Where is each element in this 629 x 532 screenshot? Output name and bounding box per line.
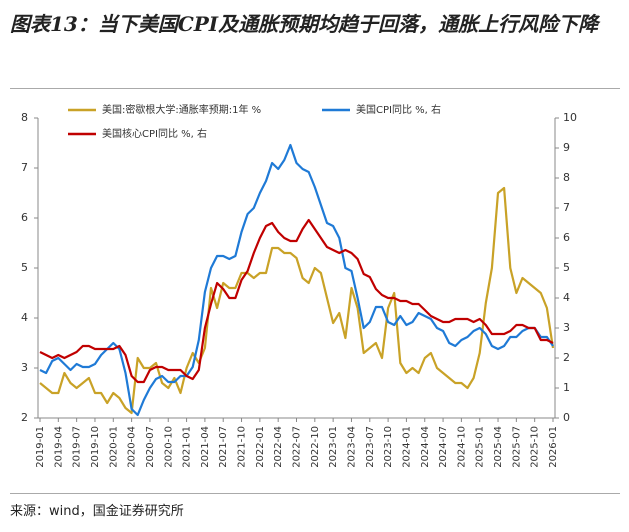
- series-line: [39, 218, 554, 384]
- y2-tick-label: 0: [563, 411, 570, 424]
- x-tick-label: 2020-10: [163, 426, 174, 468]
- x-tick-label: 2021-07: [218, 426, 229, 468]
- chart: 2 3 4 5 6 7 8 0 1 2 3 4 5 6 7 8 9 10 2019-01 2019-04 2019-07…: [21, 103, 577, 468]
- x-tick-label: 2023-04: [346, 426, 357, 468]
- y2-tick-label: 3: [563, 321, 570, 334]
- x-tick-label: 2019-07: [72, 426, 83, 468]
- y2-tick-label: 9: [563, 141, 570, 154]
- x-tick-label: 2019-04: [53, 426, 64, 468]
- x-tick-label: 2021-04: [200, 426, 211, 468]
- x-tick-label: 2025-07: [511, 426, 522, 468]
- y-tick-label: 5: [21, 261, 28, 274]
- x-tick-label: 2024-01: [401, 426, 412, 468]
- x-tick-label: 2024-04: [420, 426, 431, 468]
- y-tick-label: 7: [21, 161, 28, 174]
- source-note: 来源：wind，国金证券研究所: [10, 504, 184, 519]
- x-tick-label: 2020-01: [108, 426, 119, 468]
- chart-title: 图表13：当下美国CPI及通胀预期均趋于回落，通胀上行风险下降: [10, 12, 599, 36]
- x-tick-label: 2022-10: [310, 426, 321, 468]
- x-tick-label: 2022-01: [255, 426, 266, 468]
- y2-tick-label: 7: [563, 201, 570, 214]
- x-tick-label: 2025-10: [530, 426, 541, 468]
- series-line: [39, 186, 555, 415]
- x-tick-label: 2023-07: [365, 426, 376, 468]
- y-tick-label: 3: [21, 361, 28, 374]
- x-tick-label: 2022-07: [292, 426, 303, 468]
- legend-label: 美国核心CPI同比 %, 右: [102, 127, 207, 140]
- x-tick-label: 2022-04: [273, 426, 284, 468]
- y-tick-label: 2: [21, 411, 28, 424]
- x-tick-label: 2021-10: [237, 426, 248, 468]
- x-tick-label: 2021-01: [182, 426, 193, 468]
- x-tick-label: 2024-10: [456, 426, 467, 468]
- y-tick-label: 6: [21, 211, 28, 224]
- y2-tick-label: 4: [563, 291, 570, 304]
- x-tick-label: 2023-01: [328, 426, 339, 468]
- x-tick-label: 2026-01: [548, 426, 559, 468]
- y2-tick-label: 5: [563, 261, 570, 274]
- x-tick-label: 2020-04: [127, 426, 138, 468]
- legend-label: 美国:密歇根大学:通胀率预期:1年 %: [102, 103, 261, 116]
- series-line: [39, 143, 554, 417]
- x-tick-label: 2019-10: [90, 426, 101, 468]
- x-tick-label: 2024-07: [438, 426, 449, 468]
- x-tick-label: 2025-01: [475, 426, 486, 468]
- x-tick-label: 2025-04: [493, 426, 504, 468]
- divider: [10, 88, 620, 89]
- y-tick-label: 4: [21, 311, 28, 324]
- y2-tick-label: 1: [563, 381, 570, 394]
- y2-tick-label: 10: [563, 111, 577, 124]
- x-tick-label: 2023-10: [383, 426, 394, 468]
- legend-label: 美国CPI同比 %, 右: [356, 103, 441, 116]
- y2-tick-label: 8: [563, 171, 570, 184]
- x-tick-label: 2019-01: [35, 426, 46, 468]
- y2-tick-label: 6: [563, 231, 570, 244]
- divider: [10, 493, 620, 494]
- x-tick-label: 2020-07: [145, 426, 156, 468]
- y-tick-label: 8: [21, 111, 28, 124]
- y2-tick-label: 2: [563, 351, 570, 364]
